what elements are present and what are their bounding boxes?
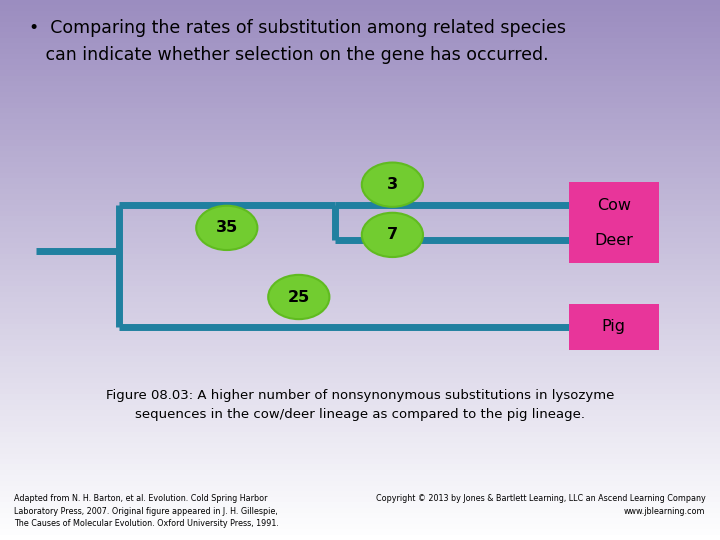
FancyBboxPatch shape <box>569 303 659 350</box>
Ellipse shape <box>362 163 423 207</box>
Text: Cow: Cow <box>597 198 631 213</box>
Ellipse shape <box>196 206 258 250</box>
Text: sequences in the cow/deer lineage as compared to the pig lineage.: sequences in the cow/deer lineage as com… <box>135 408 585 421</box>
Text: can indicate whether selection on the gene has occurred.: can indicate whether selection on the ge… <box>29 46 549 64</box>
Text: 7: 7 <box>387 227 398 242</box>
Text: Copyright © 2013 by Jones & Bartlett Learning, LLC an Ascend Learning Company
ww: Copyright © 2013 by Jones & Bartlett Lea… <box>376 494 706 516</box>
Text: Pig: Pig <box>602 319 626 334</box>
Ellipse shape <box>362 213 423 257</box>
Text: 3: 3 <box>387 177 398 192</box>
Text: •  Comparing the rates of substitution among related species: • Comparing the rates of substitution am… <box>29 19 566 37</box>
Text: Figure 08.03: A higher number of nonsynonymous substitutions in lysozyme: Figure 08.03: A higher number of nonsyno… <box>106 389 614 402</box>
Text: Adapted from N. H. Barton, et al. Evolution. Cold Spring Harbor
Laboratory Press: Adapted from N. H. Barton, et al. Evolut… <box>14 494 279 528</box>
FancyBboxPatch shape <box>569 217 659 263</box>
Text: 35: 35 <box>216 220 238 235</box>
Text: 25: 25 <box>288 289 310 305</box>
Text: Deer: Deer <box>595 233 633 248</box>
FancyBboxPatch shape <box>569 183 659 228</box>
Ellipse shape <box>268 275 330 319</box>
